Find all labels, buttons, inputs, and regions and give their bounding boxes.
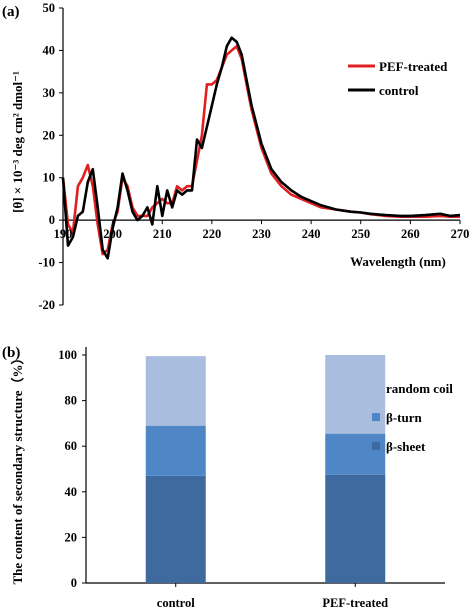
x-axis-title: Wavelength (nm) <box>350 254 446 269</box>
bar-segment--sheet <box>145 475 206 583</box>
category-label: PEF-treated <box>322 596 388 610</box>
y-tick-label: 40 <box>43 43 56 57</box>
panel-label-a: (a) <box>2 4 20 20</box>
legend-label-control: control <box>379 83 419 98</box>
x-tick-label: 250 <box>351 227 370 241</box>
y-tick-label: 20 <box>43 128 56 142</box>
line-chart-legend: PEF-treated control <box>348 59 448 98</box>
legend-label-b: β-turn <box>386 410 423 425</box>
y-tick-label: 50 <box>43 1 56 15</box>
y-tick-label: 10 <box>43 171 56 185</box>
y-tick-label-b: 80 <box>65 394 78 408</box>
y-tick-label: -20 <box>38 298 55 312</box>
x-tick-label: 240 <box>302 227 321 241</box>
bar-segment-random-coil <box>325 355 386 434</box>
bar-chart-legend: random coil β-turn β-sheet <box>372 381 453 454</box>
bar-segment--sheet <box>325 474 386 583</box>
legend-label-pef-treated: PEF-treated <box>379 59 448 74</box>
legend-swatch-b <box>372 413 380 421</box>
y-tick-label-b: 0 <box>71 576 77 590</box>
y-tick-label: 0 <box>49 213 55 227</box>
line-chart-series <box>61 36 461 260</box>
series-line-control <box>61 36 461 260</box>
y-tick-label: -10 <box>38 256 55 270</box>
y-tick-label-b: 40 <box>65 485 78 499</box>
x-tick-label: 220 <box>203 227 222 241</box>
y-tick-label-b: 60 <box>65 439 78 453</box>
panel-label-b: (b) <box>2 345 20 361</box>
bar-segment-random-coil <box>145 356 206 426</box>
x-tick-label: 200 <box>103 227 122 241</box>
bar-chart-ticks: 0 20 40 60 80 100 control PEF-treated <box>58 348 388 610</box>
bar-chart-panel: (b) 0 20 40 60 80 100 control PEF-treated The c… <box>2 345 453 610</box>
line-chart-panel: (a) -20 -10 0 10 20 30 40 50 190 200 210 220 230 240 2… <box>2 1 469 312</box>
y-tick-label: 30 <box>43 86 56 100</box>
y-tick-label-b: 100 <box>58 348 77 362</box>
bar-segment--turn <box>325 433 386 475</box>
legend-label-b: random coil <box>386 381 453 396</box>
x-tick-label: 230 <box>252 227 271 241</box>
y-axis-title-b: The content of secondary structure（%） <box>10 351 25 584</box>
legend-swatch-b <box>372 384 380 392</box>
legend-swatch-b <box>372 442 380 450</box>
y-tick-label-b: 20 <box>65 530 78 544</box>
line-chart-ticks: -20 -10 0 10 20 30 40 50 190 200 210 220 230 240 250 26… <box>38 1 469 312</box>
y-axis-title: [θ] × 10⁻³ deg cm² dmol⁻¹ <box>10 71 25 213</box>
x-tick-label: 260 <box>401 227 420 241</box>
x-tick-label: 190 <box>54 227 73 241</box>
x-tick-label: 210 <box>153 227 172 241</box>
legend-label-b: β-sheet <box>386 439 426 454</box>
bar-chart-bars <box>145 355 386 583</box>
x-tick-label: 270 <box>451 227 470 241</box>
category-label: control <box>157 596 195 610</box>
bar-segment--turn <box>145 425 206 476</box>
